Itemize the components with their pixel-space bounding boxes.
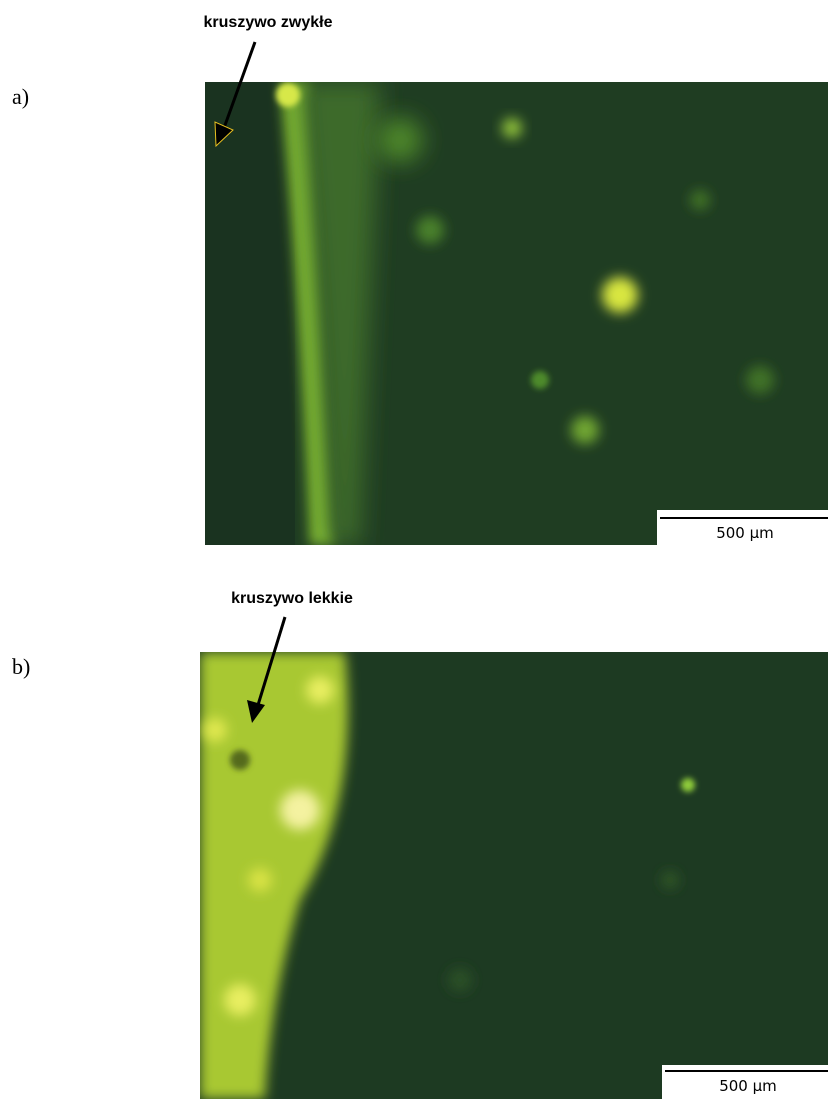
micrograph <box>200 652 828 1099</box>
micrograph <box>205 82 828 545</box>
annotation: kruszywo zwykłe <box>204 14 333 31</box>
panel-label: a) <box>12 84 29 109</box>
panel-label: b) <box>12 654 30 679</box>
scale-bar-label: 500 μm <box>719 1077 777 1095</box>
figure: a) kruszywo zwykłe 500 μm b) kruszywo le… <box>0 0 828 1099</box>
annotation: kruszywo lekkie <box>231 590 353 607</box>
scale-bar-label: 500 μm <box>716 524 774 542</box>
